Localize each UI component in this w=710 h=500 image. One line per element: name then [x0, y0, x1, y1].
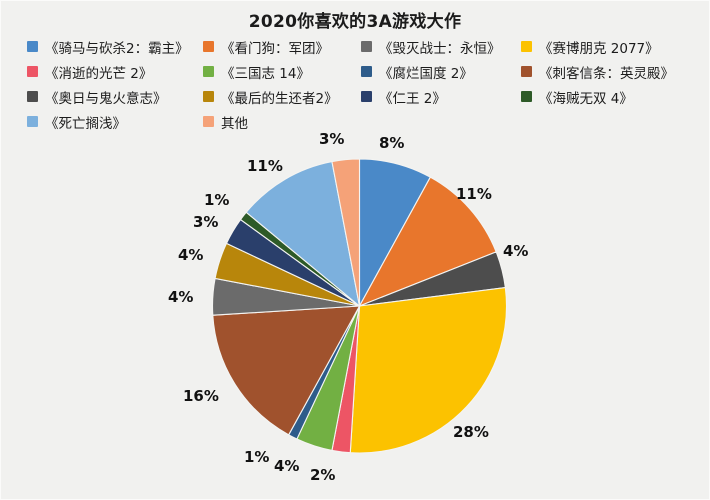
pie-slice-group	[211, 158, 508, 454]
pie-slice-percent-label: 4%	[178, 246, 204, 264]
legend-color-swatch-icon	[521, 91, 532, 102]
legend-color-swatch-icon	[27, 91, 38, 102]
legend-color-swatch-icon	[361, 41, 372, 52]
legend-item-label: 《骑马与砍杀2：霸主》	[45, 40, 189, 57]
legend-color-swatch-icon	[27, 66, 38, 77]
legend-item-label: 《赛博朋克 2077》	[539, 40, 659, 57]
legend-item-label: 《消逝的光芒 2》	[45, 65, 153, 82]
legend-color-swatch-icon	[203, 91, 214, 102]
pie-plot-area	[171, 158, 548, 468]
pie-slice[interactable]	[331, 158, 361, 307]
legend-item-label: 《刺客信条：英灵殿》	[539, 65, 674, 82]
pie-slice-percent-label: 3%	[319, 130, 345, 148]
legend-item[interactable]: 《看门狗：军团》	[203, 37, 361, 57]
legend-color-swatch-icon	[27, 41, 38, 52]
legend-item[interactable]: 《三国志 14》	[203, 62, 361, 82]
legend-item[interactable]: 《海贼无双 4》	[521, 87, 689, 107]
legend-item[interactable]: 《最后的生还者2》	[203, 87, 361, 107]
pie-slice-percent-label: 1%	[204, 191, 230, 209]
legend-color-swatch-icon	[521, 66, 532, 77]
legend-item-label: 《最后的生还者2》	[221, 90, 338, 107]
pie-slice-percent-label: 11%	[247, 157, 283, 175]
legend-item[interactable]: 《死亡搁浅》	[27, 112, 203, 132]
pie-svg	[211, 158, 508, 454]
pie-slice-percent-label: 16%	[183, 387, 219, 405]
pie-slice[interactable]	[358, 176, 497, 308]
legend-item-label: 其他	[221, 115, 248, 132]
legend-item-label: 《海贼无双 4》	[539, 90, 633, 107]
legend-item[interactable]: 其他	[203, 112, 361, 132]
legend-color-swatch-icon	[361, 66, 372, 77]
legend-item[interactable]: 《赛博朋克 2077》	[521, 37, 689, 57]
legend-item-label: 《腐烂国度 2》	[379, 65, 473, 82]
legend-color-swatch-icon	[203, 41, 214, 52]
legend-item[interactable]: 《刺客信条：英灵殿》	[521, 62, 689, 82]
legend-color-swatch-icon	[27, 116, 38, 127]
pie-slice-percent-label: 4%	[503, 242, 529, 260]
legend-color-swatch-icon	[521, 41, 532, 52]
chart-legend: 《骑马与砍杀2：霸主》 《看门狗：军团》 《毁灭战士：永恒》 《赛博朋克 2077》《…	[27, 34, 689, 134]
legend-color-swatch-icon	[203, 66, 214, 77]
legend-color-swatch-icon	[203, 116, 214, 127]
legend-item-label: 《仁王 2》	[379, 90, 446, 107]
legend-item[interactable]: 《骑马与砍杀2：霸主》	[27, 37, 203, 57]
pie-slice[interactable]	[212, 305, 361, 436]
pie-slice-percent-label: 1%	[244, 448, 270, 466]
legend-item-label: 《奥日与鬼火意志》	[45, 90, 167, 107]
pie-slice-percent-label: 8%	[379, 134, 405, 152]
pie-slice-percent-label: 3%	[193, 213, 219, 231]
pie-slice[interactable]	[349, 286, 508, 454]
legend-item-label: 《毁灭战士：永恒》	[379, 40, 501, 57]
pie-slice-percent-label: 4%	[274, 457, 300, 475]
legend-item-label: 《三国志 14》	[221, 65, 310, 82]
legend-item[interactable]: 《消逝的光芒 2》	[27, 62, 203, 82]
pie-slice-percent-label: 4%	[168, 288, 194, 306]
chart-title: 2020你喜欢的3A游戏大作	[248, 12, 462, 32]
pie-slice-percent-label: 28%	[453, 423, 489, 441]
pie-slice-percent-label: 11%	[456, 185, 492, 203]
legend-item-label: 《死亡搁浅》	[45, 115, 126, 132]
pie-slice[interactable]	[245, 160, 361, 308]
legend-color-swatch-icon	[361, 91, 372, 102]
legend-item[interactable]: 《奥日与鬼火意志》	[27, 87, 203, 107]
legend-item[interactable]: 《仁王 2》	[361, 87, 521, 107]
legend-item-label: 《看门狗：军团》	[221, 40, 329, 57]
legend-item[interactable]: 《腐烂国度 2》	[361, 62, 521, 82]
pie-slice-percent-label: 2%	[310, 466, 336, 484]
legend-item[interactable]: 《毁灭战士：永恒》	[361, 37, 521, 57]
